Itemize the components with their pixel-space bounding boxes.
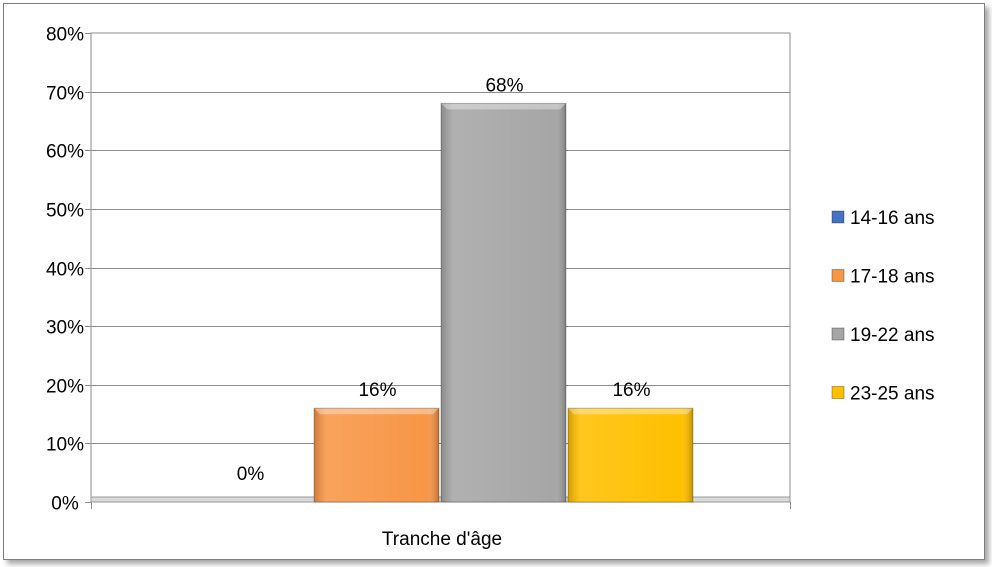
y-tick-label: 60% bbox=[46, 142, 84, 163]
x-axis-title: Tranche d'âge bbox=[382, 529, 502, 550]
bar-outline bbox=[313, 407, 440, 503]
legend-label: 19-22 ans bbox=[850, 325, 935, 346]
legend-swatch bbox=[831, 210, 845, 224]
bar-bevel-top bbox=[441, 103, 566, 110]
bar-outline bbox=[440, 102, 567, 503]
legend-swatch bbox=[831, 269, 845, 282]
data-label: 0% bbox=[237, 464, 265, 485]
y-tick-label: 70% bbox=[46, 84, 84, 105]
y-tick-label: 30% bbox=[46, 318, 84, 339]
bar-bevel-top bbox=[568, 408, 693, 415]
y-tick-label: 40% bbox=[46, 260, 84, 281]
chart-floor bbox=[90, 496, 791, 503]
legend-label: 14-16 ans bbox=[850, 208, 935, 229]
legend-label: 17-18 ans bbox=[850, 267, 935, 288]
bar-bevel bbox=[441, 103, 566, 502]
y-tick-label: 10% bbox=[46, 435, 84, 456]
bar-outline bbox=[567, 407, 694, 503]
chart-svg: 0% 10% 20% 30% 40% 50% 60% 70% 80% 0% 16% 68% 16% T… bbox=[46, 25, 935, 551]
data-label: 16% bbox=[612, 380, 650, 401]
y-tick-label: 20% bbox=[46, 377, 84, 398]
y-tick-label: 0% bbox=[51, 494, 79, 515]
data-label: 68% bbox=[485, 75, 523, 96]
y-tick-label: 80% bbox=[46, 25, 84, 46]
legend-label: 23-25 ans bbox=[850, 384, 935, 405]
axes: 0% 10% 20% 30% 40% 50% 60% 70% 80% bbox=[46, 25, 791, 515]
bar-bevel-top bbox=[314, 408, 439, 415]
data-labels: 0% 16% 68% 16% bbox=[237, 75, 651, 485]
bar-bevel bbox=[314, 408, 439, 502]
data-label: 16% bbox=[358, 380, 396, 401]
chart-frame: 0% 10% 20% 30% 40% 50% 60% 70% 80% 0% 16% 68% 16% T… bbox=[3, 3, 985, 560]
legend-swatch bbox=[831, 386, 845, 399]
legend: 14-16 ans 17-18 ans 19-22 ans 23-25 ans bbox=[831, 208, 935, 405]
bar-bevel bbox=[568, 408, 693, 502]
y-tick-label: 50% bbox=[46, 201, 84, 222]
bars bbox=[313, 102, 694, 503]
legend-swatch bbox=[831, 327, 845, 341]
